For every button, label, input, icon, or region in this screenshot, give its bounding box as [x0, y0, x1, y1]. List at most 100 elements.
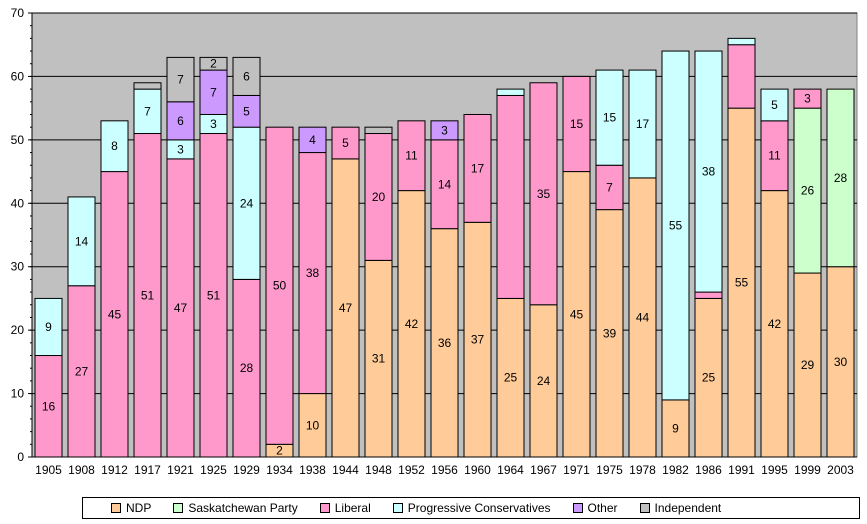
data-label-liberal-1999: 3: [804, 92, 811, 106]
bar-segment-liberal-1905: [34, 355, 63, 458]
bar-segment-other-1929: [232, 94, 261, 128]
bar-segment-other-1956: [430, 120, 459, 141]
y-tick-label: 30: [11, 260, 25, 274]
bar-segment-progressive-conservatives-1905: [34, 297, 63, 357]
x-tick-label: 1925: [200, 463, 227, 477]
bar-segment-liberal-1986: [694, 291, 723, 299]
bar-segment-liberal-1948: [364, 133, 393, 261]
data-label-other-1938: 4: [309, 133, 316, 147]
x-tick-label: 1982: [662, 463, 689, 477]
bar-segment-ndp-2003: [826, 266, 855, 458]
bar-segment-liberal-1967: [529, 82, 558, 306]
x-tick-label: 1921: [167, 463, 194, 477]
bar-segment-other-1925: [199, 69, 228, 115]
bar-segment-ndp-1999: [793, 272, 822, 458]
legend: NDP Saskatchewan Party Liberal Progressi…: [82, 497, 860, 519]
data-label-ndp-1960: 37: [471, 333, 485, 347]
bar-segment-independent-1921: [166, 56, 195, 103]
bar-segment-progressive-conservatives-1982: [661, 50, 690, 401]
bar-segment-progressive-conservatives-1995: [760, 88, 789, 122]
bar-segment-independent-1925: [199, 56, 228, 71]
legend-label-saskatchewan-party: Saskatchewan Party: [188, 501, 298, 515]
bar-segment-liberal-1929: [232, 278, 261, 458]
data-label-ndp-1999: 29: [801, 358, 815, 372]
bar-segment-other-1921: [166, 101, 195, 141]
legend-label-liberal: Liberal: [334, 501, 371, 515]
legend-swatch-ndp: [111, 503, 121, 513]
data-label-progressive-conservatives-1905: 9: [45, 320, 52, 334]
bar-segment-saskatchewan-party-1999: [793, 107, 822, 274]
x-tick-label: 1995: [761, 463, 788, 477]
y-tick-label: 50: [11, 133, 25, 147]
x-tick-label: 1960: [464, 463, 491, 477]
stacked-bar-chart: 0102030405060701691905271419084581912517…: [11, 6, 858, 477]
data-label-independent-1921: 7: [177, 73, 184, 87]
data-label-progressive-conservatives-1925: 3: [210, 117, 217, 131]
data-label-independent-1929: 6: [243, 69, 250, 83]
bar-segment-liberal-1975: [595, 164, 624, 211]
data-label-liberal-1967: 35: [537, 187, 551, 201]
bar-segment-progressive-conservatives-1978: [628, 69, 657, 179]
data-label-liberal-1960: 17: [471, 161, 485, 175]
data-label-liberal-1917: 51: [141, 288, 155, 302]
bar-segment-liberal-1999: [793, 88, 822, 109]
legend-swatch-saskatchewan-party: [173, 503, 184, 513]
data-label-liberal-1921: 47: [174, 301, 188, 315]
bar-segment-progressive-conservatives-1964: [496, 88, 525, 96]
bar-segment-progressive-conservatives-1991: [727, 37, 756, 46]
data-label-ndp-1944: 47: [339, 301, 353, 315]
x-tick-label: 1971: [563, 463, 590, 477]
legend-item-saskatchewan-party: Saskatchewan Party: [173, 501, 298, 515]
bar-segment-liberal-1921: [166, 158, 195, 458]
bar-segment-other-1938: [298, 126, 327, 154]
bar-segment-progressive-conservatives-1908: [67, 196, 96, 287]
legend-label-other: Other: [587, 501, 618, 515]
data-label-liberal-1975: 7: [606, 180, 613, 194]
bar-segment-liberal-1934: [265, 126, 294, 445]
data-label-liberal-1905: 16: [42, 399, 56, 413]
data-label-progressive-conservatives-1917: 7: [144, 104, 151, 118]
bar-segment-independent-1948: [364, 126, 393, 135]
bar-segment-ndp-1971: [562, 171, 591, 458]
x-tick-label: 1938: [299, 463, 326, 477]
x-tick-label: 1908: [68, 463, 95, 477]
x-tick-label: 1952: [398, 463, 425, 477]
bar-segment-ndp-1991: [727, 107, 756, 458]
data-label-liberal-1995: 11: [768, 149, 781, 163]
data-label-ndp-1982: 9: [672, 421, 679, 435]
y-tick-label: 60: [11, 69, 25, 83]
legend-item-other: Other: [572, 501, 618, 515]
data-label-saskatchewan-party-2003: 28: [834, 171, 848, 185]
data-label-liberal-1971: 15: [570, 117, 584, 131]
bar-segment-ndp-1964: [496, 297, 525, 458]
legend-label-ndp: NDP: [126, 501, 152, 515]
y-tick-label: 10: [11, 387, 25, 401]
legend-swatch-other: [572, 503, 583, 513]
bar-segment-progressive-conservatives-1917: [133, 88, 162, 135]
data-label-progressive-conservatives-1982: 55: [669, 218, 683, 232]
data-label-other-1925: 7: [210, 85, 217, 99]
x-tick-label: 1986: [695, 463, 722, 477]
data-label-liberal-1952: 11: [405, 149, 418, 163]
legend-swatch-liberal: [319, 503, 330, 513]
bar-segment-liberal-1971: [562, 75, 591, 173]
data-label-ndp-1938: 10: [306, 418, 320, 432]
data-label-liberal-1948: 20: [372, 190, 386, 204]
y-tick-label: 70: [11, 6, 25, 20]
legend-swatch-progressive-conservatives: [392, 503, 403, 513]
x-tick-label: 1929: [233, 463, 260, 477]
bar-segment-liberal-1995: [760, 120, 789, 192]
x-tick-label: 2003: [827, 463, 854, 477]
bar-segment-ndp-1975: [595, 209, 624, 458]
x-tick-label: 1905: [35, 463, 62, 477]
bar-segment-liberal-1956: [430, 139, 459, 230]
data-label-ndp-1986: 25: [702, 371, 716, 385]
data-label-ndp-1975: 39: [603, 326, 617, 340]
bar-segment-ndp-1960: [463, 221, 492, 458]
legend-label-independent: Independent: [654, 501, 722, 515]
bar-segment-ndp-1978: [628, 177, 657, 458]
bar-segment-saskatchewan-party-2003: [826, 88, 855, 268]
data-label-ndp-1995: 42: [768, 317, 782, 331]
data-label-ndp-1934: 2: [276, 444, 283, 458]
data-label-ndp-1991: 55: [735, 276, 749, 290]
